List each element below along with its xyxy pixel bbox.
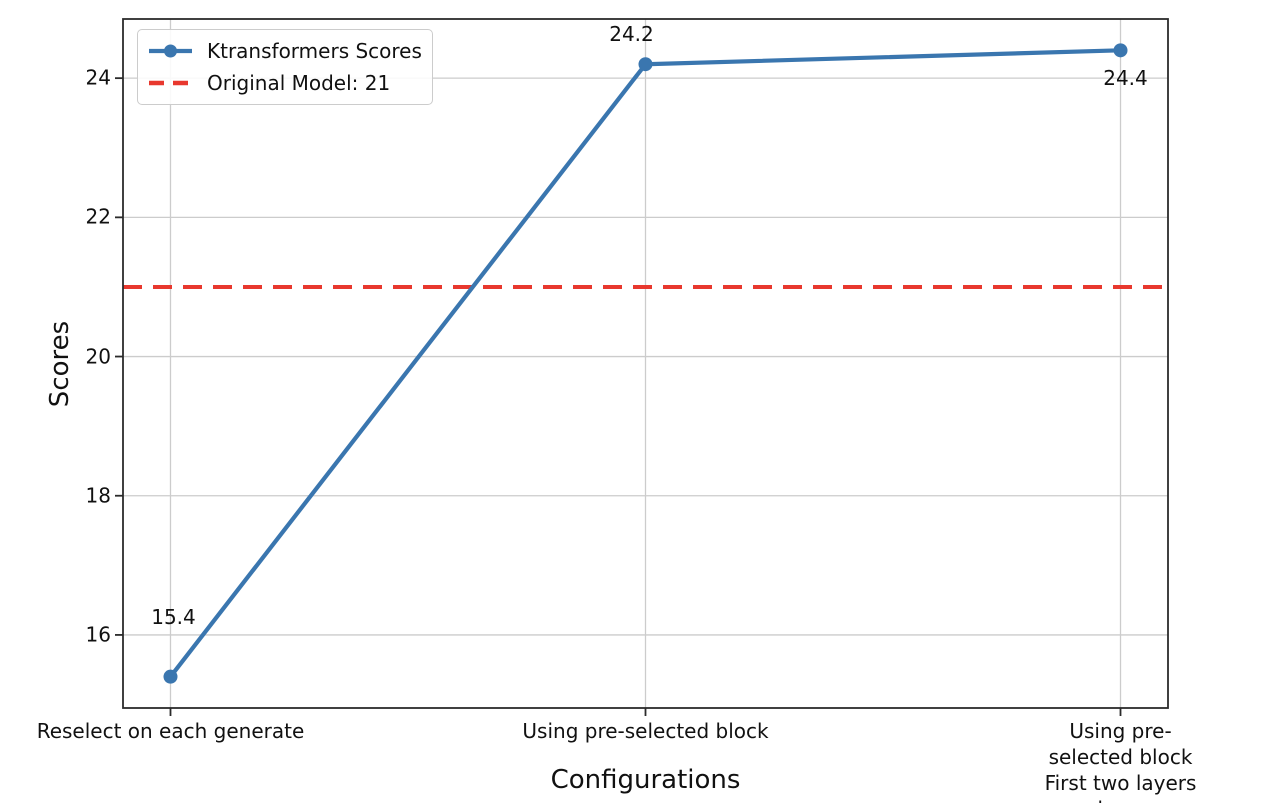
legend-item-reference: Original Model: 21	[147, 68, 422, 98]
point-value-label: 15.4	[151, 604, 196, 629]
y-tick-label: 22	[85, 204, 111, 229]
y-tick-label: 24	[85, 65, 111, 90]
legend-item-label: Ktransformers Scores	[207, 39, 422, 63]
x-tick-label: Reselect on each generate	[36, 719, 305, 743]
x-tick-label: Using pre-selected block	[522, 719, 769, 743]
x-tick-label: Using pre-selected block First two layer…	[1044, 719, 1197, 803]
y-axis-title: Scores	[45, 320, 75, 407]
legend-item-label: Original Model: 21	[207, 71, 391, 95]
y-tick-label: 16	[85, 622, 111, 647]
legend: Ktransformers Scores Original Model: 21	[137, 29, 433, 105]
y-tick-label: 18	[85, 483, 111, 508]
legend-dashed-line-sample-icon	[149, 80, 192, 86]
legend-line-marker-sample-icon	[149, 44, 192, 58]
x-axis-title: Configurations	[550, 765, 741, 795]
y-tick-label: 20	[85, 344, 111, 369]
legend-item-series: Ktransformers Scores	[147, 36, 422, 66]
point-value-label: 24.4	[1103, 66, 1148, 91]
point-value-label: 24.2	[609, 22, 654, 47]
